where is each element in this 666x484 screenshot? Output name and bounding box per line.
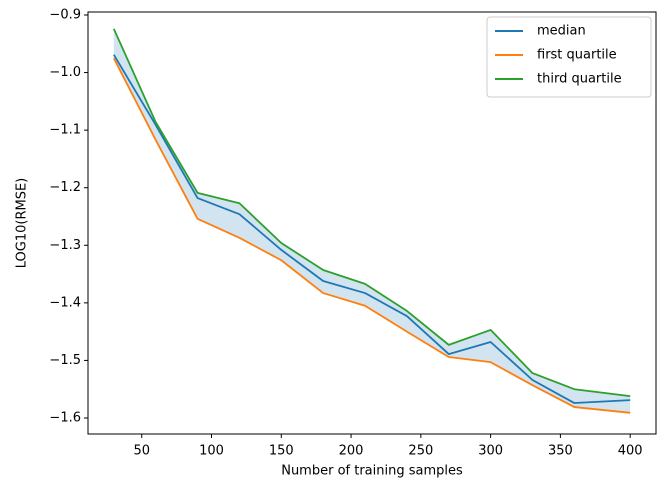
x-tick-label: 100	[199, 444, 224, 459]
x-tick-label: 150	[269, 444, 294, 459]
y-tick-label: −1.0	[49, 65, 81, 80]
x-tick-label: 250	[408, 444, 433, 459]
y-tick-label: −1.3	[49, 238, 81, 253]
y-tick-label: −1.4	[49, 295, 81, 310]
line	[113, 57, 631, 414]
legend-box	[486, 16, 652, 98]
legend-label: median	[537, 24, 586, 39]
y-tick-label: −1.2	[49, 180, 81, 195]
y-tick-label: −0.9	[49, 7, 81, 22]
legend-label: third quartile	[537, 72, 622, 87]
x-tick-label: 300	[478, 444, 503, 459]
x-tick-label: 400	[618, 444, 643, 459]
y-tick-label: −1.6	[49, 410, 81, 425]
x-tick-label: 200	[339, 444, 364, 459]
x-axis-label: Number of training samples	[281, 464, 463, 479]
fill-between	[113, 28, 631, 413]
y-axis-label: LOG10(RMSE)	[15, 178, 30, 269]
legend-label: first quartile	[537, 48, 617, 63]
line	[112, 28, 631, 398]
x-tick-label: 50	[133, 444, 150, 459]
y-tick-label: −1.1	[49, 123, 81, 138]
y-tick-label: −1.5	[49, 353, 81, 368]
x-tick-label: 350	[548, 444, 573, 459]
plot-frame	[87, 11, 657, 435]
line	[113, 54, 631, 404]
